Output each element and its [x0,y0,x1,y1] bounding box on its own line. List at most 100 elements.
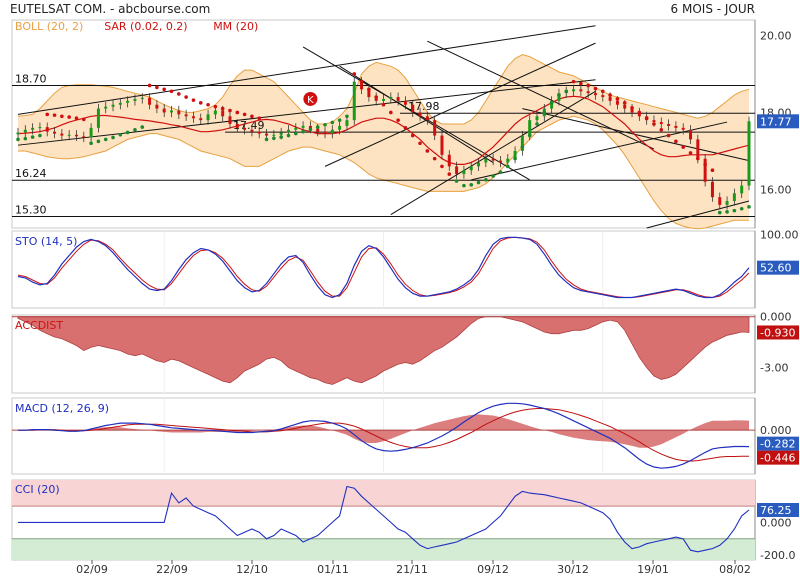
sar-dot [732,208,737,213]
candle-body [389,97,393,99]
candle-body [235,124,239,128]
candle-body [703,158,707,182]
candle [637,107,641,121]
candle [74,130,78,141]
sar-dot [637,110,642,115]
sar-dot [323,122,327,127]
bollinger-upper-line [17,54,750,125]
x-label-8: 08/02 [719,563,751,576]
trend-line-8 [522,108,750,162]
sar-dot [345,114,349,119]
candle-body [243,127,247,130]
candle-body [89,127,93,138]
candle-body [301,125,305,128]
price-ytick-0: 20.00 [760,29,792,42]
candle-body [462,170,466,175]
candle [520,130,524,156]
sar-dot [454,179,459,183]
cci-line [18,485,750,553]
level-label-4: 15.30 [15,203,47,216]
candle [67,130,71,141]
candle [740,181,744,198]
candle-body [16,132,20,135]
level-label-3: 16.24 [15,167,47,180]
sar-dot [352,72,357,76]
sar-dot [30,135,35,139]
candle-body [572,89,576,92]
candle-body [550,100,554,109]
macd-signal-last-value-box [757,450,799,465]
sar-dot [337,118,342,122]
candle-body [221,110,225,117]
sar-dot [403,126,408,130]
candle-body [674,125,678,128]
candle [725,196,729,210]
sar-dot [542,110,547,115]
candle-body [170,110,174,113]
sar-dot [498,170,503,174]
sar-dot [52,113,57,117]
candle [118,98,122,110]
candle-body [608,97,612,101]
candle [38,122,42,133]
sar-dot [535,122,539,126]
candle-body [484,158,488,163]
sar-dot [396,118,400,122]
candle-body [513,150,517,159]
candle [191,111,195,123]
sto-legend: STO (14, 5) [15,235,77,248]
candle [710,177,714,202]
x-label-7: 19/01 [637,563,669,576]
candle-body [491,158,495,161]
sar-dot [67,115,71,119]
candle-body [425,116,429,121]
macd-histogram [18,414,749,448]
macd-ytick-0: 0.000 [760,424,792,437]
sar-dot [717,210,722,215]
candle-body [520,135,524,151]
accdist-ytick-0: 0.000 [760,311,792,324]
candle-body [593,93,597,96]
x-label-1: 22/09 [156,563,188,576]
candle-body [257,131,261,134]
candle-body [148,97,152,105]
accdist-area [17,316,750,385]
candle-body [53,131,57,134]
x-label-0: 02/09 [76,563,108,576]
sto-ytick-0: 100.00 [760,229,799,242]
sar-dot [60,114,64,119]
sar-dot [103,137,108,142]
sar-dot [111,135,115,140]
candle [674,121,678,133]
candle-body [352,81,356,121]
header-title: EUTELSAT COM. - abcbourse.com [10,2,210,16]
candle [184,109,188,121]
sar-dot [688,151,693,155]
sar-dot [579,81,583,86]
price-last-value: 17.77 [760,115,792,128]
cci-ytick-1: -200.0 [760,549,795,562]
candle-body [659,122,663,124]
candle-body [528,120,532,136]
candle-body [184,114,188,117]
sar-dot [198,101,203,105]
candle [572,84,576,96]
candle-body [213,110,217,115]
candle-body [162,108,166,113]
sar-dot [410,133,415,138]
candle-body [111,104,115,107]
sar-dot [206,102,210,107]
candle [411,100,415,118]
candle-body [265,133,269,136]
sar-dot [250,114,254,119]
cci-last-value-box [757,503,799,517]
sar-dot [89,141,93,146]
sar-dot [440,164,444,169]
candle-body [104,106,108,109]
candle [53,127,57,139]
sar-dot [293,131,298,136]
level-label-2: 17.49 [233,119,265,132]
cci-overbought-band [12,480,755,507]
candle-body [38,127,42,129]
